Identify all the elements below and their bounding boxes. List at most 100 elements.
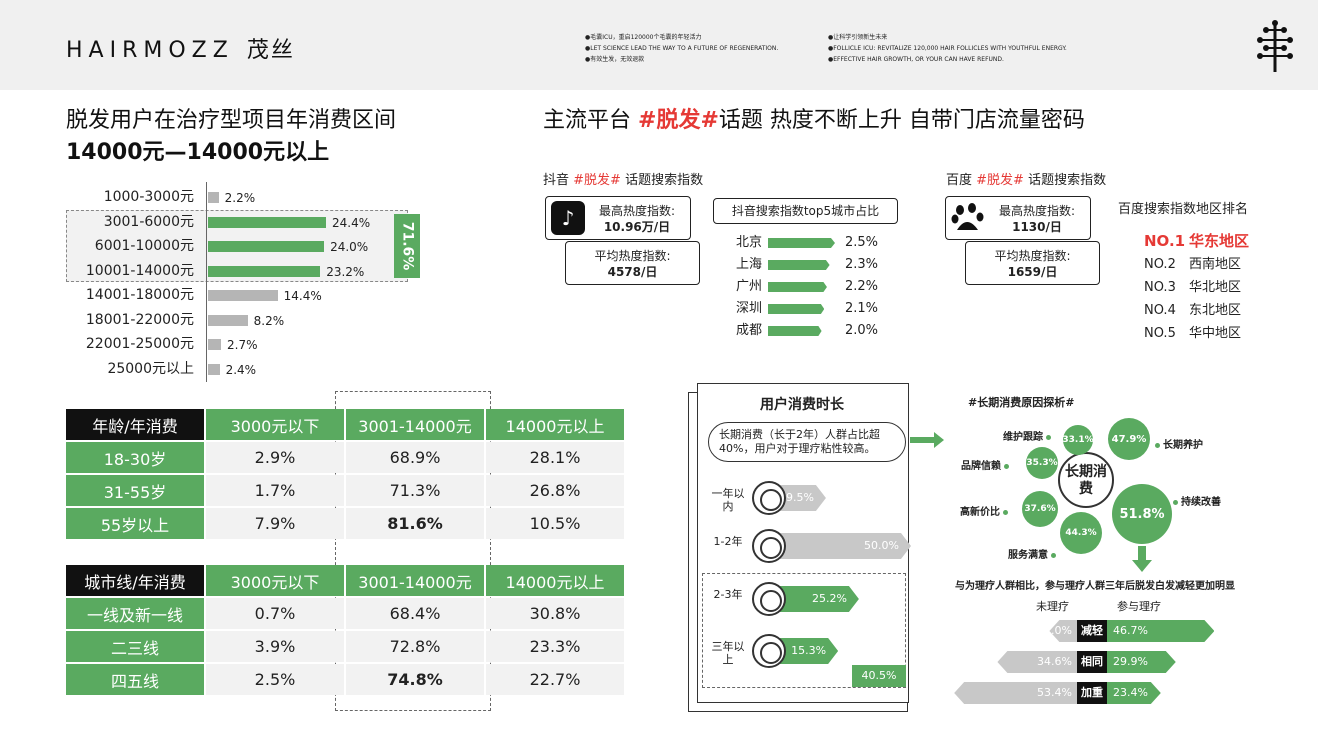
- city-bar: [768, 304, 825, 314]
- duration-label: 一年以内: [711, 487, 745, 513]
- city-bar: [768, 326, 822, 336]
- table-row: 一线及新一线 0.7% 68.4% 30.8%: [66, 598, 624, 629]
- bar-category-label: 14001-18000元: [85, 287, 194, 303]
- compare-bar-left: [1049, 620, 1077, 642]
- rank-region: 华北地区: [1189, 280, 1242, 295]
- table-cell: 7.9%: [206, 508, 344, 539]
- rank-number: NO.4: [1144, 303, 1176, 318]
- rank-number: NO.2: [1144, 257, 1176, 272]
- table-cell: 10.5%: [486, 508, 624, 539]
- table-cell: 3.9%: [206, 631, 344, 662]
- bar-category-label: 3001-6000元: [103, 213, 194, 230]
- duration-highlight-box: [702, 573, 906, 688]
- compare-right-value: 23.4%: [1113, 686, 1148, 699]
- baidu-rank-title: 百度搜索指数地区排名: [1118, 202, 1249, 217]
- bar-category-label: 1000-3000元: [103, 189, 194, 205]
- city-value: 2.0%: [845, 323, 879, 338]
- reason-label: 高新价比: [960, 503, 1011, 518]
- bar: [208, 314, 248, 326]
- reason-label: 持续改善: [1170, 493, 1221, 508]
- bar-value-label: 2.2%: [224, 191, 256, 205]
- baidu-paw-icon: [950, 200, 986, 236]
- compare-right-value: 46.7%: [1113, 624, 1148, 637]
- bar-category-label: 10001-14000元: [85, 262, 194, 279]
- duration-total: 40.5%: [852, 665, 906, 687]
- bar-value-label: 24.0%: [330, 240, 369, 254]
- compare-bar-right: [1107, 651, 1176, 673]
- bar: [208, 265, 321, 277]
- table-header-cell: 3000元以下: [206, 565, 344, 596]
- table-cell: 68.9%: [346, 442, 484, 473]
- table-cell: 72.8%: [346, 631, 484, 662]
- table-cell: 2.9%: [206, 442, 344, 473]
- table-row: 四五线 2.5% 74.8% 22.7%: [66, 664, 624, 695]
- compare-col-right: 参与理疗: [1117, 600, 1161, 613]
- compare-col-left: 未理疗: [1036, 600, 1069, 613]
- duration-value: 15.3%: [791, 644, 827, 657]
- table-cell: 71.3%: [346, 475, 484, 506]
- table-cell: 一线及新一线: [66, 598, 204, 629]
- rank-number: NO.3: [1144, 280, 1176, 295]
- table-cell: 1.7%: [206, 475, 344, 506]
- douyin-top5-title: 抖音搜索指数top5城市占比: [713, 198, 898, 224]
- reason-label: 品牌信赖: [961, 457, 1012, 472]
- city-name: 上海: [736, 257, 763, 272]
- table-cell: 28.1%: [486, 442, 624, 473]
- highlight-total-badge: 71.6%: [394, 214, 420, 278]
- compare-title: 与为理疗人群相比，参与理疗人群三年后脱发白发减轻更加明显: [955, 581, 1235, 592]
- table-cell: 55岁以上: [66, 508, 204, 539]
- baidu-avg-card: 平均热度指数: 1659/日: [965, 241, 1100, 285]
- table-cell: 68.4%: [346, 598, 484, 629]
- table-cell: 二三线: [66, 631, 204, 662]
- reasons-center: 长期消费: [1058, 452, 1114, 508]
- rank-number: NO.5: [1144, 326, 1176, 341]
- reason-label: 长期养护: [1152, 436, 1203, 451]
- duration-note: 长期消费（长于2年）人群占比超40%，用户对于理疗粘性较高。: [708, 422, 906, 462]
- douyin-icon: ♪: [551, 201, 585, 235]
- bar-category-label: 6001-10000元: [94, 238, 194, 254]
- city-name: 北京: [736, 235, 763, 250]
- city-name: 深圳: [736, 301, 763, 316]
- bar: [208, 363, 220, 375]
- tree-logo-icon: [1257, 20, 1293, 72]
- slogans-right: ●让科学引领新生未来 ●FOLLICLE ICU: REVITALIZE 120,…: [828, 34, 1067, 63]
- duration-label: 三年以上: [711, 640, 745, 666]
- table-cell: 31-55岁: [66, 475, 204, 506]
- reason-label: 维护跟踪: [1003, 428, 1054, 443]
- city-bar: [768, 238, 835, 248]
- reason-label: 服务满意: [1008, 546, 1059, 561]
- rank-number: NO.1: [1144, 232, 1186, 250]
- city-value: 2.3%: [845, 257, 879, 272]
- city-value: 2.5%: [845, 235, 879, 250]
- table-row: 55岁以上 7.9% 81.6% 10.5%: [66, 508, 624, 539]
- table-cell: 30.8%: [486, 598, 624, 629]
- compare-bar-left: [954, 682, 1077, 704]
- bar-category-label: 18001-22000元: [85, 311, 194, 328]
- age-table: 年龄/年消费 3000元以下 3001-14000元 14000元以上 18-30岁 2.…: [64, 407, 626, 541]
- bar-value-label: 14.4%: [283, 289, 322, 303]
- city-name: 广州: [736, 279, 763, 294]
- compare-left-value: 12.0%: [1037, 624, 1072, 637]
- table-header-cell: 14000元以上: [486, 565, 624, 596]
- left-title: 脱发用户在治疗型项目年消费区间: [66, 108, 397, 133]
- compare-right-value: 29.9%: [1113, 655, 1148, 668]
- compare-row-label: 加重: [1077, 682, 1107, 704]
- douyin-label: 抖音 #脱发# 话题搜索指数: [543, 173, 704, 188]
- chart-axis: [206, 182, 207, 382]
- city-table: 城市线/年消费 3000元以下 3001-14000元 14000元以上 一线及新一线 0…: [64, 563, 626, 697]
- table-cell: 81.6%: [346, 508, 484, 539]
- bar-category-label: 25000元以上: [107, 360, 194, 377]
- left-subtitle: 14000元—14000元以上: [66, 140, 330, 165]
- bar-value-label: 24.4%: [332, 215, 371, 230]
- table-cell: 0.7%: [206, 598, 344, 629]
- bar: [208, 192, 219, 203]
- stopwatch-icon: [752, 582, 786, 616]
- compare-row-label: 相同: [1077, 651, 1107, 673]
- rank-region: 西南地区: [1189, 257, 1242, 272]
- compare-left-value: 53.4%: [1037, 686, 1072, 699]
- rank-region: 华东地区: [1189, 232, 1250, 250]
- table-cell: 74.8%: [346, 664, 484, 695]
- table-cell: 2.5%: [206, 664, 344, 695]
- table-cell: 18-30岁: [66, 442, 204, 473]
- bar: [208, 216, 326, 228]
